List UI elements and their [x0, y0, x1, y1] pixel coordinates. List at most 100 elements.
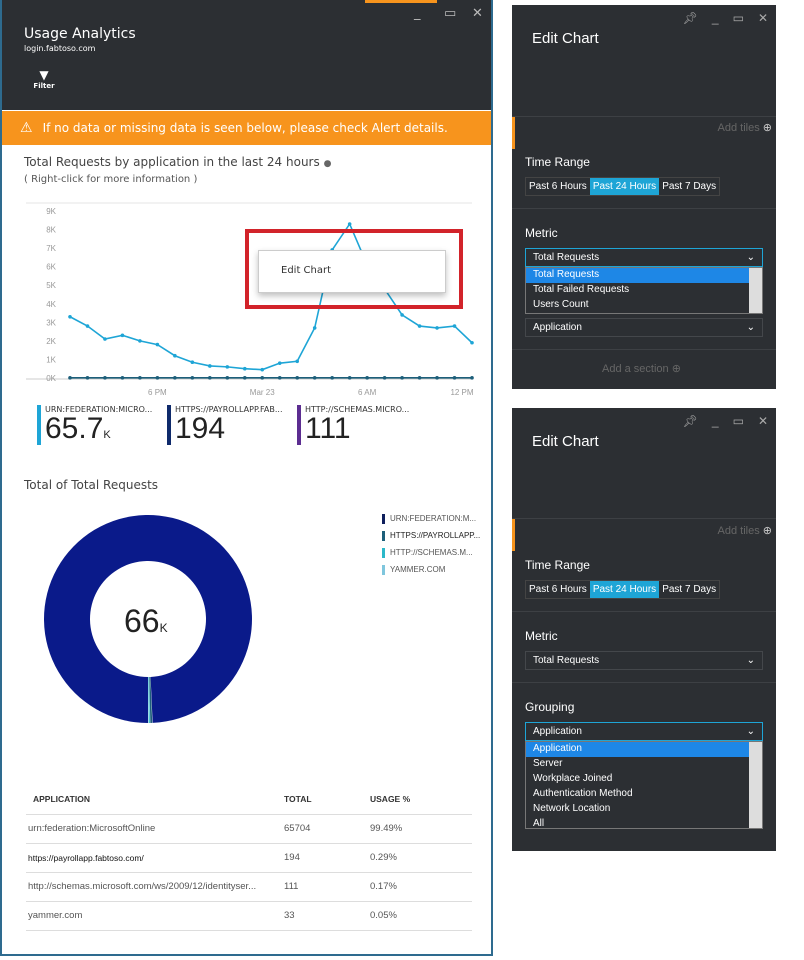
time-option-selected[interactable]: Past 24 Hours: [589, 581, 660, 598]
scrollbar[interactable]: [749, 268, 762, 313]
stat-tile[interactable]: HTTP://SCHEMAS.MICRO... 111: [297, 405, 413, 450]
data-point: [260, 376, 265, 380]
close-icon[interactable]: ✕: [757, 414, 768, 428]
legend-item[interactable]: HTTP://SCHEMAS.M...: [382, 544, 480, 561]
cell-usage: 0.05%: [370, 901, 472, 931]
pin-icon[interactable]: 📌︎: [682, 11, 698, 25]
cell-application: http://schemas.microsoft.com/ws/2009/12/…: [26, 872, 284, 902]
dropdown-option[interactable]: Application: [526, 742, 762, 757]
donut-slice: [43, 515, 252, 723]
legend-item[interactable]: URN:FEDERATION:M...: [382, 510, 480, 527]
data-point: [155, 342, 160, 347]
donut-chart[interactable]: [42, 513, 254, 725]
time-range-selector: Past 6 Hours Past 24 Hours Past 7 Days: [525, 177, 721, 196]
table-row[interactable]: https://payrollapp.fabtoso.com/194 0.29%: [26, 843, 472, 873]
add-tiles-button[interactable]: Add tiles ⊕: [718, 121, 772, 134]
stat-tile[interactable]: URN:FEDERATION:MICRO... 65.7K: [37, 405, 153, 450]
filter-button[interactable]: ▼ Filter: [32, 68, 56, 90]
maximize-icon[interactable]: ▭: [732, 414, 744, 428]
data-point: [190, 376, 195, 380]
pin-icon[interactable]: 📌︎: [682, 414, 698, 428]
table-row[interactable]: urn:federation:MicrosoftOnline 65704 99.49…: [26, 814, 472, 844]
data-point: [242, 376, 247, 380]
table-row[interactable]: yammer.com 33 0.05%: [26, 901, 472, 931]
data-point: [138, 376, 142, 380]
minimize-icon[interactable]: _: [711, 11, 719, 25]
legend-label: HTTP://SCHEMAS.M...: [390, 548, 473, 557]
warning-icon: ⚠: [20, 120, 33, 136]
table-row[interactable]: http://schemas.microsoft.com/ws/2009/12/…: [26, 872, 472, 902]
data-point: [452, 324, 457, 328]
grouping-value: Application: [533, 322, 582, 333]
close-icon[interactable]: ✕: [757, 11, 768, 25]
x-tick-label: 6 PM: [148, 388, 167, 397]
add-tiles-label: Add tiles: [717, 525, 760, 537]
add-tiles-button[interactable]: Add tiles ⊕: [718, 524, 772, 537]
dropdown-option[interactable]: Network Location: [533, 803, 611, 814]
legend-item[interactable]: YAMMER.COM: [382, 561, 480, 578]
grouping-select[interactable]: Application ⌄: [525, 318, 763, 337]
data-point: [435, 376, 439, 380]
scrollbar[interactable]: [749, 742, 762, 828]
data-point: [400, 376, 404, 380]
add-section-label: Add a section: [602, 363, 669, 375]
time-option[interactable]: Past 6 Hours: [529, 584, 587, 595]
cell-usage: 99.49%: [370, 814, 472, 844]
data-point: [295, 359, 300, 364]
metric-dropdown-list: Total Requests Total Failed Requests Use…: [525, 267, 763, 314]
grouping-select[interactable]: Application ⌄: [525, 722, 763, 741]
panel-title: Edit Chart: [532, 433, 599, 450]
data-point: [382, 376, 387, 380]
grouping-value: Application: [533, 726, 582, 737]
dropdown-option[interactable]: Workplace Joined: [533, 773, 613, 784]
data-point: [120, 333, 125, 338]
filter-icon: ▼: [39, 68, 49, 82]
metric-label: Metric: [525, 226, 558, 240]
donut-slice: [148, 676, 150, 723]
data-point: [365, 376, 369, 380]
dropdown-option[interactable]: Users Count: [533, 299, 589, 310]
time-option[interactable]: Past 6 Hours: [529, 181, 587, 192]
y-tick-label: 6K: [46, 263, 56, 272]
add-section-button[interactable]: Add a section ⊕: [602, 362, 681, 375]
dropdown-option[interactable]: Total Failed Requests: [533, 284, 630, 295]
stat-color-bar: [297, 405, 301, 445]
data-point: [138, 339, 142, 343]
data-point: [155, 376, 160, 380]
metric-select[interactable]: Total Requests ⌄: [525, 248, 763, 267]
maximize-icon[interactable]: ▭: [732, 11, 744, 25]
time-option[interactable]: Past 7 Days: [662, 584, 717, 595]
chevron-down-icon: ⌄: [746, 726, 755, 737]
line-chart-title: Total Requests by application in the las…: [24, 155, 331, 169]
info-icon[interactable]: ●: [323, 159, 332, 169]
metric-select[interactable]: Total Requests ⌄: [525, 651, 763, 670]
legend-item[interactable]: HTTPS://PAYROLLAPP...: [382, 527, 480, 544]
stat-tile[interactable]: HTTPS://PAYROLLAPP.FAB... 194: [167, 405, 283, 450]
legend-label: HTTPS://PAYROLLAPP...: [390, 531, 481, 540]
grouping-dropdown-list: Application Server Workplace Joined Auth…: [525, 741, 763, 829]
time-option[interactable]: Past 7 Days: [662, 181, 717, 192]
cell-application: urn:federation:MicrosoftOnline: [26, 814, 284, 844]
metric-value: Total Requests: [533, 655, 600, 666]
close-icon[interactable]: ✕: [472, 6, 483, 21]
dropdown-option[interactable]: Server: [533, 758, 563, 769]
stat-label: HTTPS://PAYROLLAPP.FAB...: [175, 405, 283, 414]
edit-chart-panel-metric: 📌︎ _ ▭ ✕ Edit Chart Add tiles ⊕ Time Range …: [512, 5, 776, 389]
data-point: [68, 376, 72, 380]
plus-circle-icon: ⊕: [762, 525, 772, 537]
dropdown-option[interactable]: Total Requests: [526, 268, 762, 283]
minimize-icon[interactable]: _: [414, 6, 421, 21]
cell-total: 33: [284, 901, 370, 931]
line-chart[interactable]: 0K 1K 2K 3K 4K 5K 6K 7K 8K 9K 6 PM Mar 23 6 AM 12 PM: [2, 195, 491, 400]
column-header[interactable]: APPLICATION: [26, 785, 284, 815]
dropdown-option[interactable]: Authentication Method: [533, 788, 633, 799]
time-option-selected[interactable]: Past 24 Hours: [589, 178, 660, 195]
maximize-icon[interactable]: ▭: [444, 6, 457, 21]
minimize-icon[interactable]: _: [711, 414, 719, 428]
metric-label: Metric: [525, 629, 558, 643]
column-header[interactable]: USAGE %: [370, 785, 472, 815]
context-menu-edit-chart[interactable]: Edit Chart: [258, 250, 446, 293]
dropdown-option[interactable]: All: [533, 818, 545, 829]
column-header[interactable]: TOTAL: [284, 785, 370, 815]
alert-banner[interactable]: ⚠ If no data or missing data is seen bel…: [2, 111, 491, 145]
